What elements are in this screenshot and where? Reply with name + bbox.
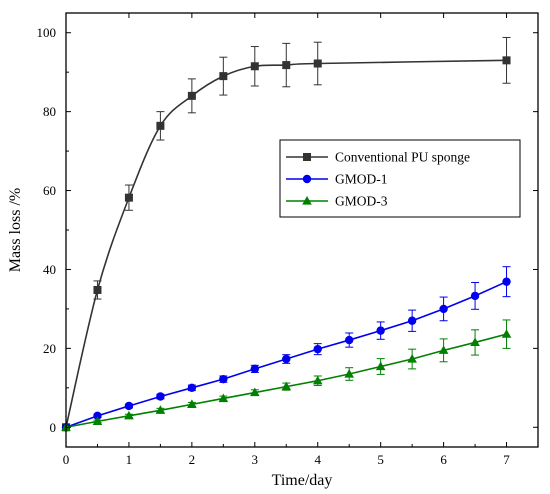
data-point	[375, 361, 386, 371]
data-point	[312, 375, 323, 385]
data-point	[93, 285, 102, 294]
series-gmod-3	[61, 319, 512, 431]
data-point	[124, 401, 134, 411]
y-tick-label: 20	[43, 341, 56, 356]
data-point	[470, 337, 480, 347]
data-point	[344, 369, 354, 378]
data-point	[407, 354, 417, 363]
data-point	[501, 329, 512, 338]
data-point	[187, 399, 197, 408]
data-point	[502, 277, 511, 286]
legend-label: GMOD-3	[335, 194, 388, 209]
legend-marker	[303, 153, 311, 161]
x-tick-label: 7	[503, 452, 510, 467]
data-point	[250, 387, 260, 397]
legend-entry-gmod-3: GMOD-3	[286, 194, 388, 209]
axis-ticks: 0 1 2 3 4 5 6 7 0 20 40 60 80 100	[37, 13, 538, 467]
data-point	[124, 193, 133, 202]
data-point	[218, 393, 229, 403]
data-point	[282, 61, 291, 70]
data-point	[156, 392, 165, 401]
data-point	[250, 364, 259, 374]
data-point	[439, 304, 448, 314]
legend-marker	[302, 174, 312, 184]
data-point	[219, 374, 228, 384]
y-axis-title: Mass loss /%	[7, 188, 24, 272]
x-axis-title: Time/day	[272, 472, 333, 489]
data-point	[124, 410, 134, 420]
data-point	[407, 316, 417, 325]
data-point	[282, 354, 291, 364]
x-tick-label: 2	[189, 452, 196, 467]
data-point	[92, 416, 103, 425]
data-point	[313, 344, 322, 354]
y-tick-label: 40	[43, 262, 56, 277]
data-point	[187, 383, 197, 393]
x-tick-label: 3	[252, 452, 259, 467]
series-line	[65, 59, 507, 428]
legend-entry-conventional-pu-sponge: Conventional PU sponge	[286, 150, 470, 165]
plot-frame	[65, 12, 539, 448]
y-tick-label: 100	[37, 25, 57, 40]
data-point	[470, 291, 480, 301]
data-point	[93, 411, 102, 421]
legend-marker	[302, 196, 312, 205]
x-tick-label: 1	[126, 452, 133, 467]
data-point	[250, 62, 259, 71]
y-tick-label: 60	[43, 183, 56, 198]
data-point	[155, 405, 166, 414]
x-tick-label: 5	[377, 452, 384, 467]
data-point	[281, 381, 292, 391]
y-tick-label: 80	[43, 104, 56, 119]
data-point	[376, 326, 385, 335]
x-tick-label: 0	[63, 452, 70, 467]
y-tick-label: 0	[50, 420, 57, 435]
data-point	[219, 72, 228, 81]
data-point	[502, 56, 511, 65]
data-point	[345, 335, 354, 345]
data-point	[438, 345, 449, 354]
x-tick-label: 6	[440, 452, 447, 467]
x-tick-label: 4	[314, 452, 321, 467]
series-gmod-1	[61, 266, 511, 432]
series-conventional-pu-sponge	[62, 36, 511, 432]
data-point	[156, 121, 165, 130]
legend: Conventional PU sponge GMOD-1 GMOD-3	[279, 139, 521, 218]
series-line	[65, 333, 507, 429]
legend-label: Conventional PU sponge	[335, 150, 470, 165]
plot-layer	[61, 36, 512, 432]
data-point	[187, 91, 196, 100]
legend-entry-gmod-1: GMOD-1	[286, 172, 388, 187]
legend-label: GMOD-1	[335, 172, 388, 187]
data-point	[313, 59, 322, 68]
